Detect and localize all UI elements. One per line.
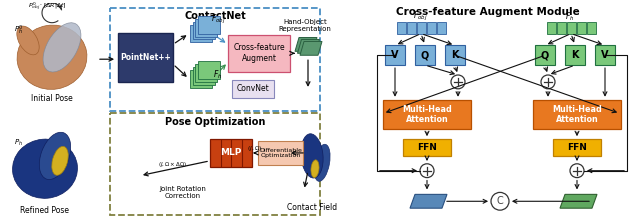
- Bar: [210, 139, 252, 167]
- Text: K: K: [572, 50, 579, 60]
- Bar: [417, 22, 426, 34]
- Ellipse shape: [52, 146, 68, 175]
- Text: FFN: FFN: [417, 143, 437, 152]
- Bar: [427, 22, 436, 34]
- Ellipse shape: [314, 144, 330, 181]
- Bar: [533, 100, 621, 129]
- Text: $F_h$: $F_h$: [565, 10, 575, 23]
- Text: $F_{obj}$: $F_{obj}$: [211, 13, 225, 26]
- Circle shape: [541, 75, 555, 89]
- Bar: [535, 45, 555, 65]
- Bar: [190, 25, 212, 42]
- Text: $F_h$: $F_h$: [213, 69, 223, 81]
- Circle shape: [491, 192, 509, 210]
- Bar: [595, 45, 615, 65]
- Bar: [118, 33, 173, 82]
- Text: Initial Pose: Initial Pose: [31, 94, 73, 103]
- Bar: [258, 141, 303, 165]
- Text: V: V: [601, 50, 609, 60]
- Text: PointNet++: PointNet++: [120, 53, 171, 62]
- Text: Pose Optimization: Pose Optimization: [165, 117, 265, 127]
- Bar: [193, 22, 214, 40]
- Text: ContactNet: ContactNet: [184, 11, 246, 21]
- Text: Multi-Head
Attention: Multi-Head Attention: [552, 105, 602, 124]
- Polygon shape: [560, 194, 597, 208]
- Text: Contact Field: Contact Field: [287, 203, 337, 212]
- Bar: [397, 22, 406, 34]
- Text: Cross-feature
Augment: Cross-feature Augment: [233, 43, 285, 63]
- Ellipse shape: [43, 23, 81, 72]
- Bar: [195, 64, 217, 82]
- Text: Refined Pose: Refined Pose: [20, 206, 70, 215]
- Bar: [110, 8, 320, 111]
- Bar: [577, 22, 586, 34]
- Text: K: K: [451, 50, 459, 60]
- Bar: [565, 45, 585, 65]
- Text: $(J,\Omega)$: $(J,\Omega)$: [247, 143, 262, 153]
- Polygon shape: [410, 194, 447, 208]
- Text: Q: Q: [541, 50, 549, 60]
- Bar: [232, 80, 274, 98]
- Bar: [190, 70, 212, 88]
- Circle shape: [420, 164, 434, 178]
- Bar: [383, 100, 471, 129]
- Bar: [567, 22, 576, 34]
- Text: $(J,\Omega\times\Delta\Omega)$: $(J,\Omega\times\Delta\Omega)$: [159, 160, 188, 169]
- Text: $P_{obj}^{0}\cdot[\Delta R|\Delta t]$: $P_{obj}^{0}\cdot[\Delta R|\Delta t]$: [28, 1, 67, 13]
- Text: Cross-feature Augment Module: Cross-feature Augment Module: [396, 7, 580, 17]
- Polygon shape: [298, 40, 319, 53]
- Bar: [587, 22, 596, 34]
- Text: V: V: [391, 50, 399, 60]
- Ellipse shape: [311, 160, 319, 178]
- Circle shape: [570, 164, 584, 178]
- Text: C: C: [497, 196, 504, 206]
- Text: ConvNet: ConvNet: [237, 84, 269, 93]
- Bar: [198, 61, 220, 79]
- Ellipse shape: [13, 139, 77, 198]
- Bar: [198, 16, 220, 34]
- Bar: [403, 139, 451, 156]
- Bar: [557, 22, 566, 34]
- Ellipse shape: [17, 26, 39, 55]
- Text: Joint Rotation
Correction: Joint Rotation Correction: [159, 186, 207, 199]
- Text: $F_{obj}$: $F_{obj}$: [413, 10, 428, 23]
- Text: $P_h^{0}$: $P_h^{0}$: [14, 24, 24, 37]
- Bar: [445, 45, 465, 65]
- Bar: [415, 45, 435, 65]
- Bar: [193, 67, 214, 85]
- Text: FFN: FFN: [567, 143, 587, 152]
- Bar: [437, 22, 446, 34]
- Bar: [110, 113, 320, 215]
- Bar: [547, 22, 556, 34]
- Ellipse shape: [301, 134, 323, 178]
- Bar: [228, 35, 290, 72]
- Ellipse shape: [17, 25, 87, 89]
- Text: $P_h$: $P_h$: [14, 138, 23, 148]
- Polygon shape: [300, 42, 322, 55]
- Circle shape: [451, 75, 465, 89]
- Text: Multi-Head
Attention: Multi-Head Attention: [402, 105, 452, 124]
- Text: Hand-Object
Representation: Hand-Object Representation: [278, 19, 332, 32]
- Text: Differentiable
Optimization: Differentiable Optimization: [259, 148, 302, 158]
- Text: MLP: MLP: [220, 149, 242, 157]
- Ellipse shape: [39, 132, 70, 180]
- Bar: [195, 19, 217, 36]
- Bar: [553, 139, 601, 156]
- Text: Q: Q: [421, 50, 429, 60]
- Polygon shape: [295, 38, 317, 51]
- Bar: [385, 45, 405, 65]
- Bar: [407, 22, 416, 34]
